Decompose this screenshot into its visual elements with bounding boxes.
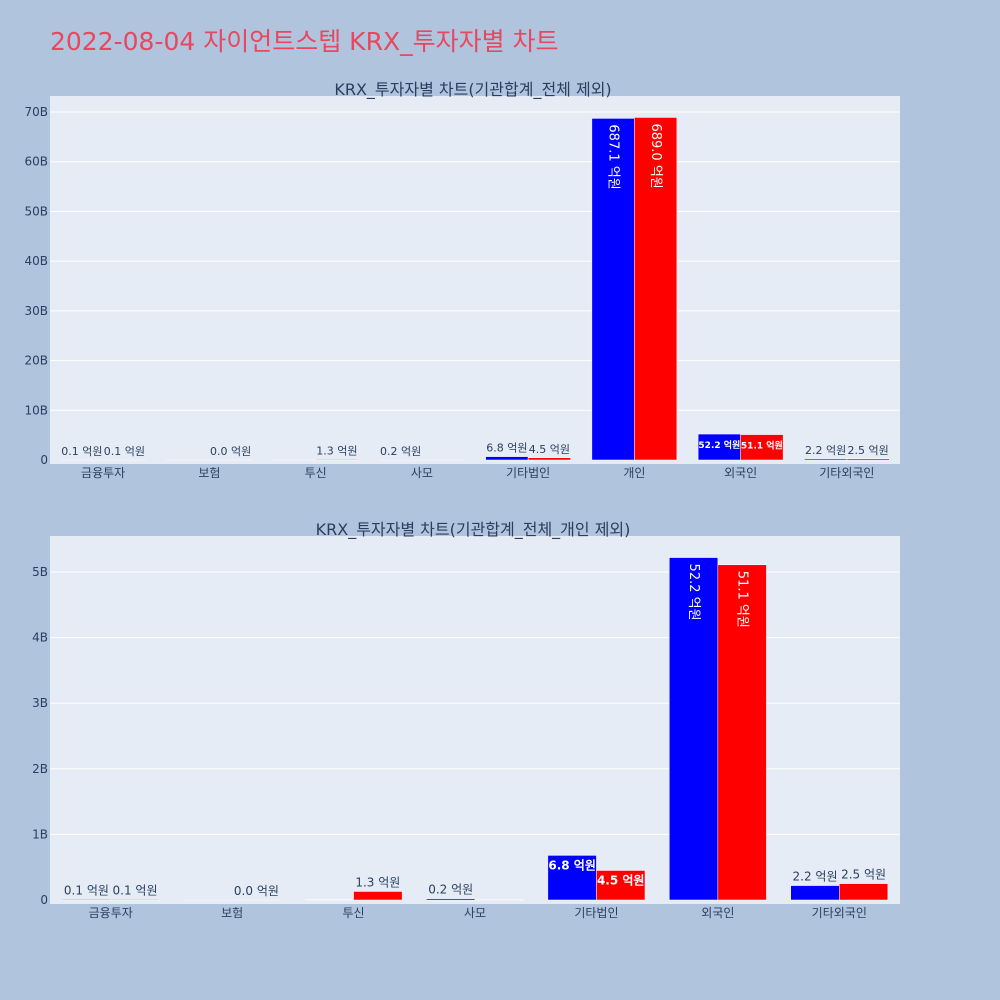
- x-tick-label: 기타외국인: [812, 906, 867, 920]
- bar: [591, 118, 635, 461]
- data-label: 0.0 억원: [234, 884, 279, 898]
- data-label: 2.2 억원: [805, 444, 846, 457]
- x-tick-label: 투신: [305, 466, 327, 480]
- bar: [474, 899, 524, 901]
- x-tick-label: 사모: [464, 906, 486, 920]
- y-tick-label: 40B: [24, 254, 48, 268]
- data-label: 689.0 억원: [648, 123, 663, 188]
- bar: [804, 458, 848, 461]
- x-tick-label: 금융투자: [89, 906, 133, 920]
- y-tick-label: 2B: [32, 762, 48, 776]
- data-label: 0.2 억원: [380, 445, 421, 458]
- y-tick-label: 50B: [24, 204, 48, 218]
- bar: [717, 564, 767, 901]
- data-label: 0.1 억원: [104, 445, 145, 458]
- x-tick-label: 사모: [411, 466, 433, 480]
- bar-chart-bottom: KRX_투자자별 차트(기관합계_전체_개인 제외) 0 1B 2B 3B 4B 5B 금융투…: [32, 520, 900, 920]
- data-label: 6.8 억원: [486, 442, 527, 455]
- data-label: 0.1 억원: [64, 883, 109, 897]
- data-label: 6.8 억원: [548, 858, 596, 872]
- bar-chart-top: KRX_투자자별 차트(기관합계_전체 제외) 0 10B 20B 30B 40B 50B 6…: [24, 80, 900, 480]
- x-tick-label: 기타법인: [574, 906, 618, 920]
- bar: [839, 883, 889, 901]
- bar: [315, 459, 359, 461]
- y-tick-label: 30B: [24, 304, 48, 318]
- data-label: 1.3 억원: [355, 875, 400, 889]
- y-tick-label: 20B: [24, 354, 48, 368]
- bar: [669, 557, 719, 901]
- data-label: 0.0 억원: [210, 445, 251, 458]
- bar: [426, 898, 476, 901]
- plot-area: [50, 536, 900, 904]
- y-tick-label: 3B: [32, 696, 48, 710]
- chart-title: KRX_투자자별 차트(기관합계_전체 제외): [334, 80, 611, 100]
- data-label: 0.2 억원: [428, 883, 473, 897]
- bar: [61, 899, 111, 901]
- x-tick-label: 금융투자: [81, 466, 125, 480]
- data-label: 4.5 억원: [597, 873, 645, 887]
- x-tick-label: 기타외국인: [819, 466, 874, 480]
- y-tick-label: 70B: [24, 105, 48, 119]
- bar: [527, 457, 571, 461]
- y-tick-label: 60B: [24, 155, 48, 169]
- data-label: 0.1 억원: [113, 883, 158, 897]
- x-tick-label: 투신: [343, 906, 365, 920]
- bar: [485, 456, 529, 461]
- bar: [846, 458, 890, 461]
- data-label: 2.2 억원: [793, 870, 838, 884]
- plot-area: [50, 96, 900, 464]
- data-label: 2.5 억원: [848, 444, 889, 457]
- bar: [634, 117, 678, 461]
- x-tick-label: 보험: [198, 466, 220, 480]
- data-label: 4.5 억원: [529, 443, 570, 456]
- bar: [547, 855, 597, 901]
- bar: [790, 885, 840, 901]
- data-label: 52.2 억원: [698, 439, 740, 451]
- y-tick-label: 0: [40, 453, 48, 467]
- data-label: 2.5 억원: [841, 868, 886, 882]
- bar: [110, 899, 160, 901]
- data-label: 0.1 억원: [61, 445, 102, 458]
- y-tick-label: 1B: [32, 827, 48, 841]
- x-tick-label: 보험: [221, 906, 243, 920]
- data-label: 687.1 억원: [606, 124, 621, 189]
- data-label: 51.1 억원: [741, 440, 783, 452]
- y-tick-label: 0: [40, 893, 48, 907]
- y-tick-label: 5B: [32, 565, 48, 579]
- data-label: 1.3 억원: [316, 444, 357, 457]
- bar: [697, 433, 741, 461]
- bar: [353, 891, 403, 901]
- bar: [596, 870, 646, 901]
- data-label: 51.1 억원: [735, 571, 750, 628]
- page-title: 2022-08-04 자이언트스텝 KRX_투자자별 차트: [50, 27, 559, 56]
- x-tick-label: 개인: [623, 466, 645, 480]
- y-tick-label: 4B: [32, 631, 48, 645]
- x-tick-label: 기타법인: [506, 466, 550, 480]
- x-tick-label: 외국인: [724, 466, 757, 480]
- y-tick-label: 10B: [24, 403, 48, 417]
- data-label: 52.2 억원: [686, 564, 701, 621]
- x-tick-label: 외국인: [701, 906, 734, 920]
- bar: [740, 434, 784, 461]
- chart-title: KRX_투자자별 차트(기관합계_전체_개인 제외): [316, 520, 631, 540]
